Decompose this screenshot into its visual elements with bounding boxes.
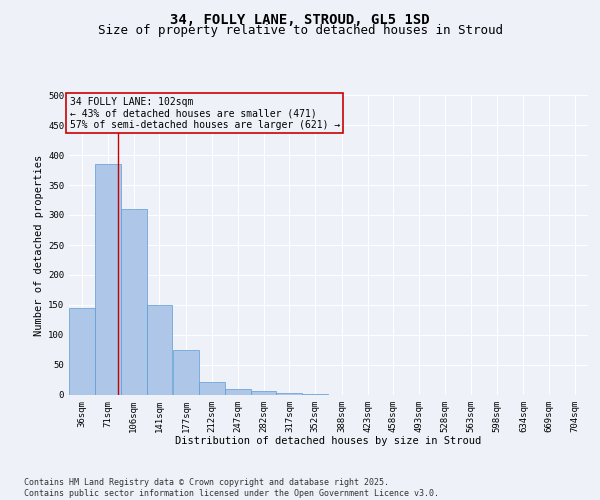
- X-axis label: Distribution of detached houses by size in Stroud: Distribution of detached houses by size …: [175, 436, 482, 446]
- Bar: [225, 389, 251, 395]
- Text: Contains HM Land Registry data © Crown copyright and database right 2025.
Contai: Contains HM Land Registry data © Crown c…: [24, 478, 439, 498]
- Bar: [277, 393, 302, 395]
- Y-axis label: Number of detached properties: Number of detached properties: [34, 154, 44, 336]
- Bar: [302, 394, 328, 395]
- Bar: [95, 164, 121, 395]
- Text: Size of property relative to detached houses in Stroud: Size of property relative to detached ho…: [97, 24, 503, 37]
- Bar: [251, 391, 277, 395]
- Bar: [173, 350, 199, 395]
- Bar: [199, 382, 225, 395]
- Bar: [146, 305, 172, 395]
- Bar: [121, 209, 146, 395]
- Text: 34, FOLLY LANE, STROUD, GL5 1SD: 34, FOLLY LANE, STROUD, GL5 1SD: [170, 12, 430, 26]
- Bar: [69, 308, 95, 395]
- Text: 34 FOLLY LANE: 102sqm
← 43% of detached houses are smaller (471)
57% of semi-det: 34 FOLLY LANE: 102sqm ← 43% of detached …: [70, 97, 340, 130]
